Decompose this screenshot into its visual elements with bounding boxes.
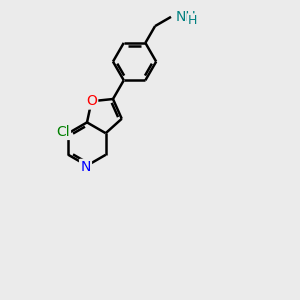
- Text: N: N: [80, 160, 91, 174]
- Text: H: H: [188, 14, 197, 27]
- Text: NH: NH: [176, 10, 196, 24]
- Text: Cl: Cl: [56, 125, 70, 139]
- Text: O: O: [86, 94, 97, 108]
